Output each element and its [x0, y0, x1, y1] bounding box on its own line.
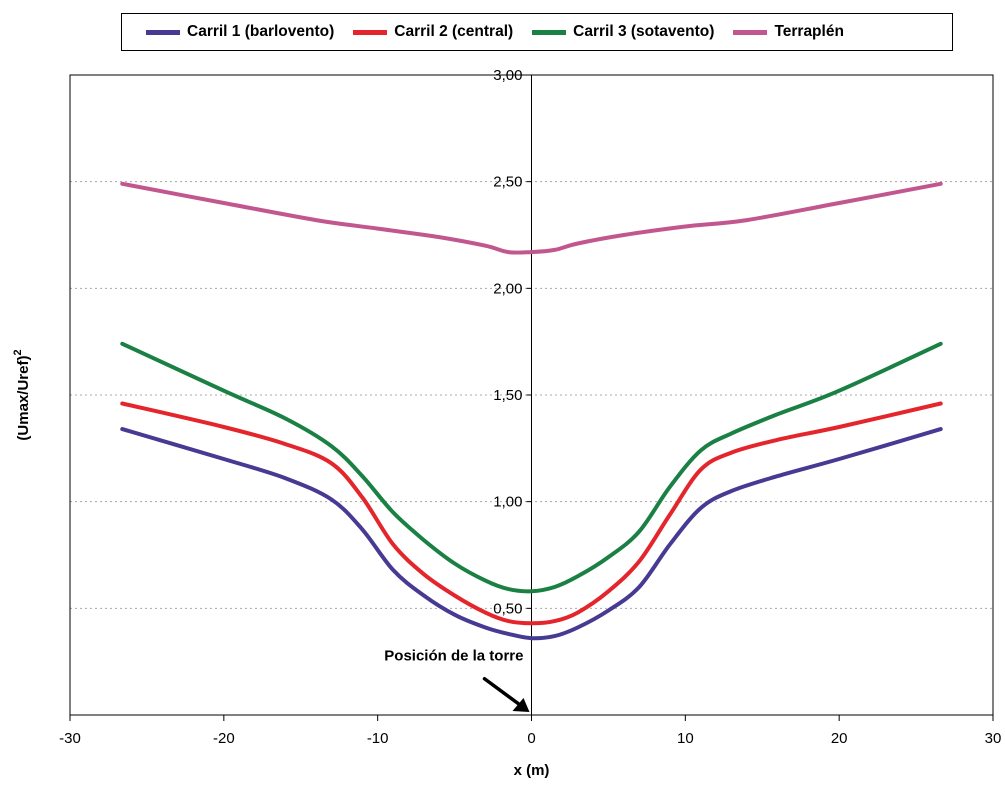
y-tick-label: 1,50 [493, 387, 522, 404]
y-tick-label: 3,00 [493, 67, 522, 84]
y-tick-label: 0,50 [493, 600, 522, 617]
y-axis-title: (Umax/Uref)2 [12, 349, 32, 440]
series-line-4 [120, 181, 943, 255]
series-lines [120, 181, 943, 641]
x-tick-label: 20 [831, 730, 848, 747]
legend-swatch-carril-1 [146, 29, 180, 35]
x-tick-label: -20 [213, 730, 235, 747]
y-axis-title-superscript: 2 [12, 349, 24, 355]
legend-item-carril-2: Carril 2 (central) [353, 23, 513, 41]
x-axis-title: x (m) [514, 762, 550, 779]
x-tick-label: 30 [985, 730, 1002, 747]
arrow-head [512, 698, 530, 712]
y-axis-title-main: (Umax/Uref) [15, 356, 32, 441]
x-axis-ticks: -30 -20 -10 0 10 20 30 [59, 715, 1001, 747]
x-tick-label: 10 [677, 730, 694, 747]
arrow-shaft [482, 676, 524, 708]
legend-swatch-carril-3 [532, 29, 567, 35]
x-tick-label: 0 [527, 730, 535, 747]
legend-label-carril-1: Carril 1 (barlovento) [187, 23, 335, 40]
legend-label-terraplen: Terraplén [774, 23, 844, 40]
legend-item-terraplen: Terraplén [733, 23, 844, 41]
legend-item-carril-1: Carril 1 (barlovento) [146, 23, 334, 41]
legend-swatch-terraplen [733, 29, 768, 35]
series-line-1 [120, 427, 943, 641]
tower-position-annotation: Posición de la torre [384, 648, 523, 665]
legend-label-carril-2: Carril 2 (central) [394, 23, 514, 40]
legend-item-carril-3: Carril 3 (sotavento) [532, 23, 714, 41]
series-line-2 [120, 401, 943, 626]
legend: Carril 1 (barlovento) Carril 2 (central)… [121, 13, 953, 51]
y-axis-ticks: 0,50 1,00 1,50 2,00 2,50 3,00 [493, 67, 532, 617]
y-tick-label: 2,50 [493, 174, 522, 191]
x-tick-label: -10 [367, 730, 389, 747]
y-tick-label: 2,00 [493, 280, 522, 297]
y-tick-label: 1,00 [493, 494, 522, 511]
legend-label-carril-3: Carril 3 (sotavento) [573, 23, 715, 40]
legend-swatch-carril-2 [353, 29, 388, 35]
x-tick-label: -30 [59, 730, 81, 747]
series-line-3 [120, 341, 943, 594]
tower-position-arrow [482, 676, 530, 712]
